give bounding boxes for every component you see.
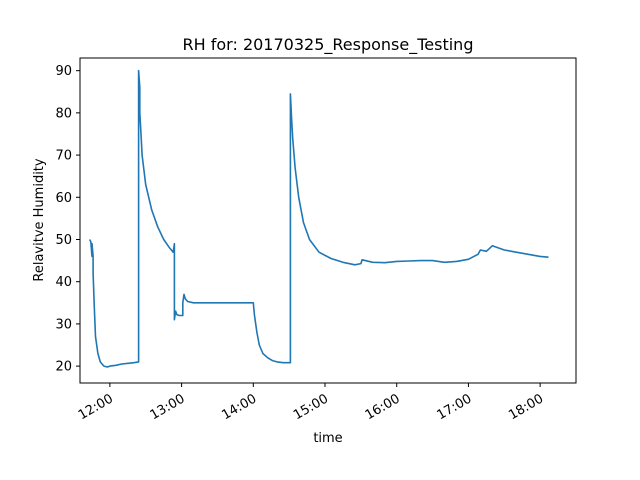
y-tick-label: 90 bbox=[55, 64, 72, 79]
y-tick-label: 60 bbox=[55, 191, 72, 206]
x-axis: 12:00 13:00 14:00 15:00 16:00 17:00 18:00 bbox=[76, 383, 546, 423]
y-tick-label: 80 bbox=[55, 106, 72, 121]
x-tick-label: 17:00 bbox=[434, 391, 474, 423]
y-tick-label: 20 bbox=[55, 360, 72, 375]
y-tick-label: 40 bbox=[55, 275, 72, 290]
x-tick-label: 18:00 bbox=[506, 391, 546, 423]
y-axis: 20 30 40 50 60 70 80 90 bbox=[55, 64, 80, 375]
x-axis-label: time bbox=[313, 431, 342, 446]
chart-title: RH for: 20170325_Response_Testing bbox=[183, 35, 474, 55]
x-tick-label: 15:00 bbox=[291, 391, 331, 423]
y-tick-label: 50 bbox=[55, 233, 72, 248]
y-tick-label: 70 bbox=[55, 149, 72, 164]
y-tick-label: 30 bbox=[55, 317, 72, 332]
series-line-0 bbox=[88, 69, 549, 368]
x-tick-label: 16:00 bbox=[363, 391, 403, 423]
x-tick-label: 14:00 bbox=[219, 391, 259, 423]
y-axis-label: Relavitve Humidity bbox=[32, 158, 47, 282]
x-tick-label: 13:00 bbox=[148, 391, 188, 423]
plot-area bbox=[88, 69, 549, 368]
plot-frame bbox=[79, 57, 577, 384]
x-tick-label: 12:00 bbox=[76, 391, 116, 423]
